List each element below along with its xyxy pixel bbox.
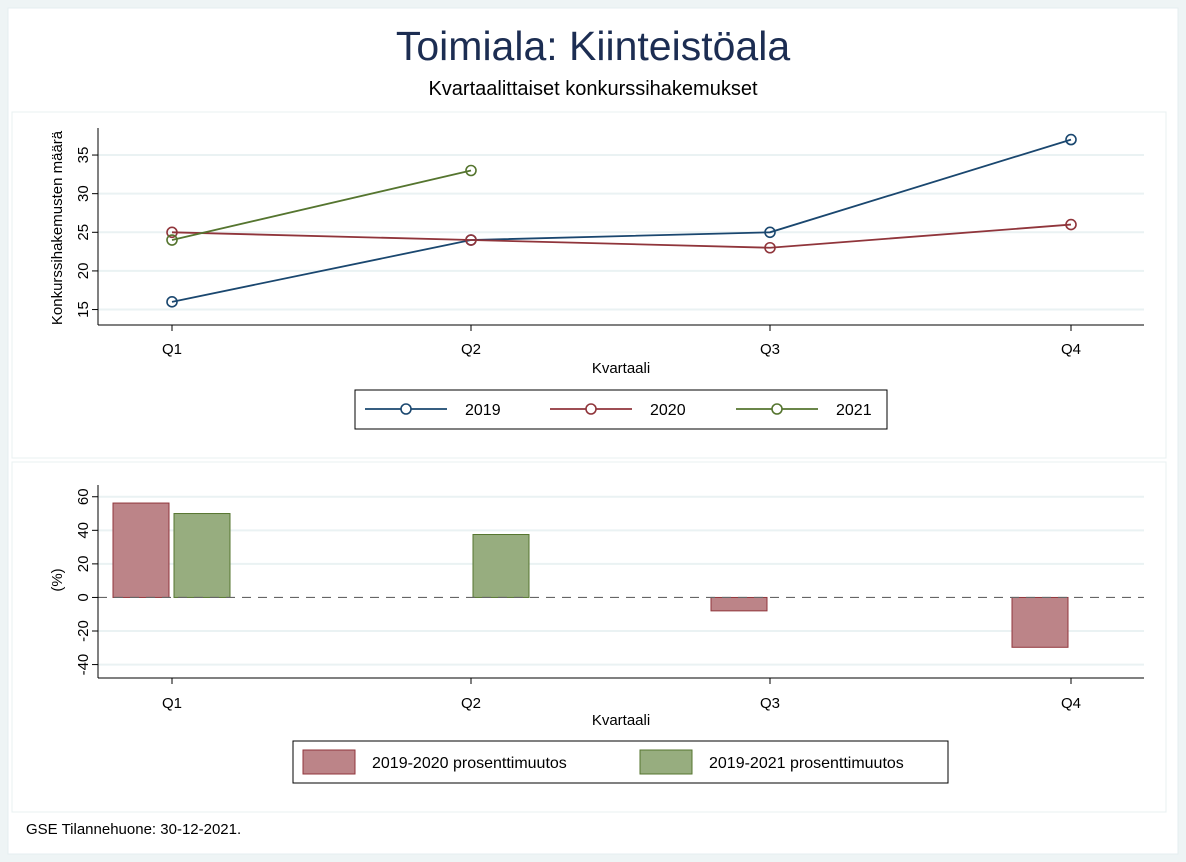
- y-axis-label: (%): [49, 568, 66, 591]
- legend: 2019 2020 2021: [354, 389, 888, 430]
- bar-2019-2020-Q4: [1011, 596, 1069, 648]
- data-point-2020: [166, 226, 178, 239]
- y-tick-label: 20: [75, 556, 92, 573]
- legend-label: 2020: [650, 402, 686, 419]
- x-tick-label: Q2: [461, 695, 481, 712]
- legend-box: [292, 740, 949, 784]
- y-tick-label: 35: [75, 147, 92, 164]
- x-tick-label: Q2: [461, 341, 481, 358]
- data-point-2020: [764, 241, 776, 254]
- legend-marker-2019: [400, 403, 412, 415]
- x-axis-label: Kvartaali: [592, 712, 650, 729]
- footer-note: GSE Tilannehuone: 30-12-2021.: [26, 821, 241, 838]
- x-axis-label: Kvartaali: [592, 360, 650, 377]
- x-tick-label: Q1: [162, 695, 182, 712]
- y-tick-label: 20: [75, 263, 92, 280]
- legend-label: 2019-2021 prosenttimuutos: [709, 755, 904, 772]
- chart-subtitle: Kvartaalittaiset konkurssihakemukset: [428, 78, 757, 100]
- y-axis-label: Konkurssihakemusten määrä: [49, 130, 66, 325]
- legend-marker-2020: [585, 403, 597, 415]
- y-tick-label: -40: [75, 654, 92, 676]
- chart-title: Toimiala: Kiinteistöala: [396, 23, 790, 69]
- legend-swatch: [639, 749, 693, 775]
- data-point-2021: [465, 164, 477, 177]
- data-point-2019: [166, 296, 178, 308]
- data-point-2019: [1065, 133, 1077, 146]
- legend-swatch: [302, 749, 356, 775]
- legend-label: 2019-2020 prosenttimuutos: [372, 755, 567, 772]
- series-line-2019: [171, 138, 1072, 303]
- x-tick-label: Q4: [1061, 695, 1081, 712]
- y-tick-label: 0: [75, 593, 92, 601]
- data-point-2019: [764, 226, 776, 239]
- y-tick-label: 15: [75, 301, 92, 318]
- data-point-2021: [166, 234, 178, 246]
- legend-marker-2021: [771, 403, 783, 415]
- y-tick-label: 30: [75, 185, 92, 202]
- y-tick-label: 25: [75, 224, 92, 241]
- x-tick-label: Q1: [162, 341, 182, 358]
- legend-label: 2021: [836, 402, 872, 419]
- bar-2019-2021-Q1: [173, 513, 231, 598]
- legend: 2019-2020 prosenttimuutos 2019-2021 prose…: [292, 740, 949, 784]
- legend-label: 2019: [465, 402, 501, 419]
- y-tick-label: -20: [75, 620, 92, 642]
- x-tick-label: Q3: [760, 341, 780, 358]
- data-point-2020: [1065, 218, 1077, 231]
- bar-2019-2020-Q1: [112, 502, 170, 598]
- y-tick-label: 60: [75, 488, 92, 505]
- data-point-2020: [465, 234, 477, 246]
- y-tick-label: 40: [75, 522, 92, 539]
- bar-2019-2020-Q3: [710, 596, 768, 612]
- x-tick-label: Q4: [1061, 341, 1081, 358]
- x-tick-label: Q3: [760, 695, 780, 712]
- series-line-2020: [171, 223, 1072, 249]
- series-line-2021: [171, 169, 472, 241]
- bar-2019-2021-Q2: [472, 534, 530, 598]
